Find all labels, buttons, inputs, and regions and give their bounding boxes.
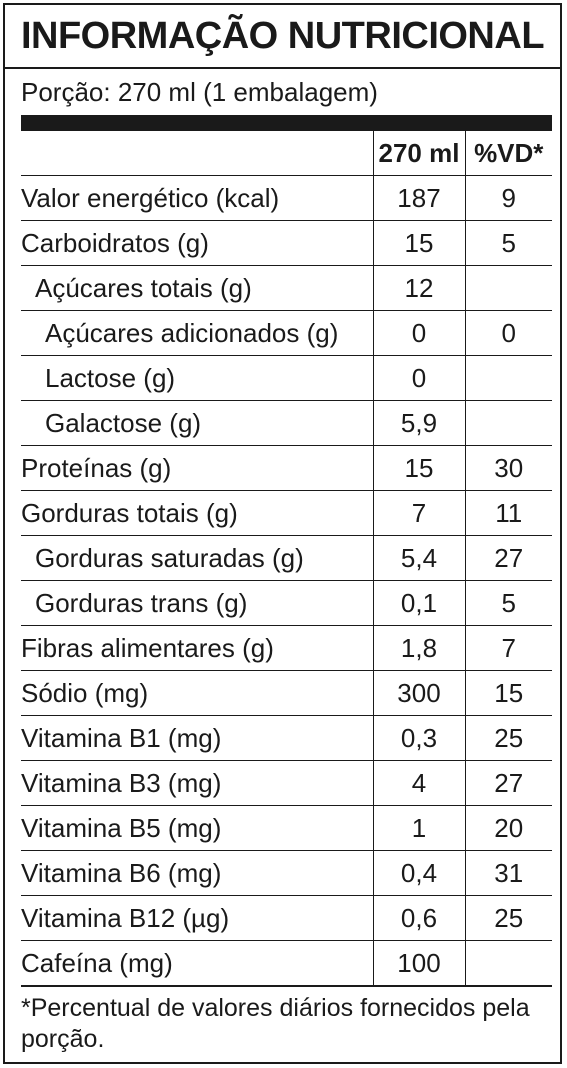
nutrient-quantity: 1,8 — [372, 625, 465, 671]
nutrient-daily-value: 25 — [464, 895, 552, 941]
table-row: Gorduras saturadas (g) 5,4 27 — [21, 535, 552, 581]
nutrient-quantity: 1 — [372, 805, 465, 851]
nutrient-daily-value: 30 — [464, 445, 552, 491]
header-divider-bar — [21, 115, 552, 131]
nutrient-daily-value — [464, 940, 552, 987]
nutrient-daily-value: 20 — [464, 805, 552, 851]
table-row: Vitamina B1 (mg) 0,3 25 — [21, 715, 552, 761]
nutrient-daily-value — [464, 400, 552, 446]
portion-size: Porção: 270 ml (1 embalagem) — [21, 77, 378, 107]
nutrient-daily-value: 9 — [464, 175, 552, 221]
nutrient-daily-value — [464, 355, 552, 401]
header-quantity: 270 ml — [372, 131, 465, 176]
nutrient-daily-value: 31 — [464, 850, 552, 896]
header-blank — [21, 131, 373, 176]
table-row: Vitamina B5 (mg) 1 20 — [21, 805, 552, 851]
footnote: *Percentual de valores diários fornecido… — [21, 994, 530, 1053]
nutrient-name: Fibras alimentares (g) — [21, 625, 373, 671]
nutrient-quantity: 0 — [372, 310, 465, 356]
nutrient-quantity: 0,1 — [372, 580, 465, 626]
nutrient-daily-value: 25 — [464, 715, 552, 761]
table-row: Açúcares totais (g) 12 — [21, 265, 552, 311]
nutrient-name: Valor energético (kcal) — [21, 175, 373, 221]
nutrient-quantity: 15 — [372, 220, 465, 266]
nutrient-quantity: 0,6 — [372, 895, 465, 941]
nutrient-name: Vitamina B3 (mg) — [21, 760, 373, 806]
nutrient-name: Lactose (g) — [21, 355, 373, 401]
nutrition-facts-label: INFORMAÇÃO NUTRICIONAL Porção: 270 ml (1… — [3, 3, 562, 1064]
nutrient-name: Açúcares totais (g) — [21, 265, 373, 311]
table-header-row: 270 ml %VD* — [21, 131, 552, 176]
nutrient-name: Galactose (g) — [21, 400, 373, 446]
nutrient-name: Gorduras trans (g) — [21, 580, 373, 626]
nutrient-daily-value: 0 — [464, 310, 552, 356]
nutrient-name: Sódio (mg) — [21, 670, 373, 716]
table-row: Vitamina B12 (µg) 0,6 25 — [21, 895, 552, 941]
nutrient-daily-value: 11 — [464, 490, 552, 536]
label-title: INFORMAÇÃO NUTRICIONAL — [5, 5, 560, 69]
nutrient-quantity: 0,3 — [372, 715, 465, 761]
nutrient-name: Vitamina B5 (mg) — [21, 805, 373, 851]
nutrient-name: Proteínas (g) — [21, 445, 373, 491]
header-daily-value: %VD* — [464, 131, 552, 176]
nutrient-name: Gorduras saturadas (g) — [21, 535, 373, 581]
nutrient-name: Vitamina B1 (mg) — [21, 715, 373, 761]
table-row: Açúcares adicionados (g) 0 0 — [21, 310, 552, 356]
nutrient-daily-value — [464, 265, 552, 311]
nutrient-name: Carboidratos (g) — [21, 220, 373, 266]
nutrient-daily-value: 15 — [464, 670, 552, 716]
table-row: Proteínas (g) 15 30 — [21, 445, 552, 491]
nutrient-daily-value: 5 — [464, 580, 552, 626]
table-row: Gorduras trans (g) 0,1 5 — [21, 580, 552, 626]
nutrient-name: Vitamina B6 (mg) — [21, 850, 373, 896]
nutrient-quantity: 0 — [372, 355, 465, 401]
table-row: Valor energético (kcal) 187 9 — [21, 175, 552, 221]
table-row: Carboidratos (g) 15 5 — [21, 220, 552, 266]
table-row: Vitamina B6 (mg) 0,4 31 — [21, 850, 552, 896]
nutrient-quantity: 4 — [372, 760, 465, 806]
nutrient-daily-value: 5 — [464, 220, 552, 266]
table-row: Fibras alimentares (g) 1,8 7 — [21, 625, 552, 671]
nutrient-daily-value: 27 — [464, 535, 552, 581]
nutrient-name: Vitamina B12 (µg) — [21, 895, 373, 941]
nutrient-quantity: 100 — [372, 940, 465, 987]
table-row: Lactose (g) 0 — [21, 355, 552, 401]
table-row: Sódio (mg) 300 15 — [21, 670, 552, 716]
nutrition-table: 270 ml %VD* Valor energético (kcal) 187 … — [21, 131, 552, 987]
table-row: Gorduras totais (g) 7 11 — [21, 490, 552, 536]
nutrient-quantity: 5,9 — [372, 400, 465, 446]
nutrient-quantity: 15 — [372, 445, 465, 491]
nutrient-quantity: 12 — [372, 265, 465, 311]
table-row: Cafeína (mg) 100 — [21, 940, 552, 987]
nutrient-name: Gorduras totais (g) — [21, 490, 373, 536]
nutrient-name: Cafeína (mg) — [21, 940, 373, 987]
nutrient-quantity: 5,4 — [372, 535, 465, 581]
table-row: Vitamina B3 (mg) 4 27 — [21, 760, 552, 806]
nutrient-name: Açúcares adicionados (g) — [21, 310, 373, 356]
nutrient-quantity: 0,4 — [372, 850, 465, 896]
nutrient-daily-value: 7 — [464, 625, 552, 671]
nutrient-quantity: 187 — [372, 175, 465, 221]
nutrient-daily-value: 27 — [464, 760, 552, 806]
nutrient-quantity: 7 — [372, 490, 465, 536]
nutrient-quantity: 300 — [372, 670, 465, 716]
table-row: Galactose (g) 5,9 — [21, 400, 552, 446]
